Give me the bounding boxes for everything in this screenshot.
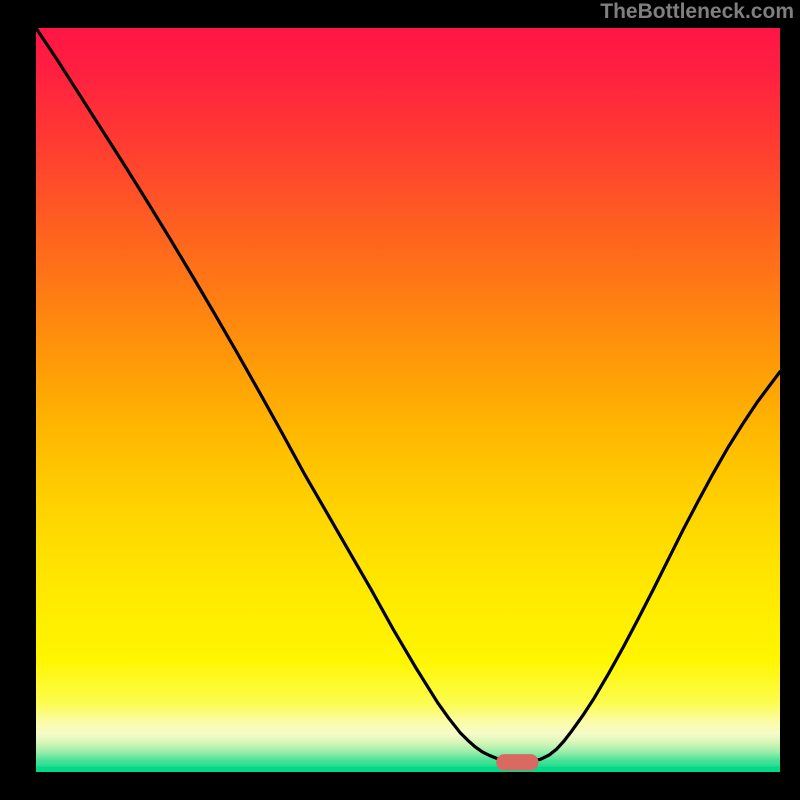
bottom-green-band xyxy=(36,767,780,772)
gradient-background xyxy=(36,28,780,772)
plot-area xyxy=(36,28,780,772)
watermark-text: TheBottleneck.com xyxy=(600,0,794,24)
bottleneck-chart-svg xyxy=(36,28,780,772)
chart-frame: TheBottleneck.com xyxy=(0,0,800,800)
optimal-marker xyxy=(496,754,538,770)
